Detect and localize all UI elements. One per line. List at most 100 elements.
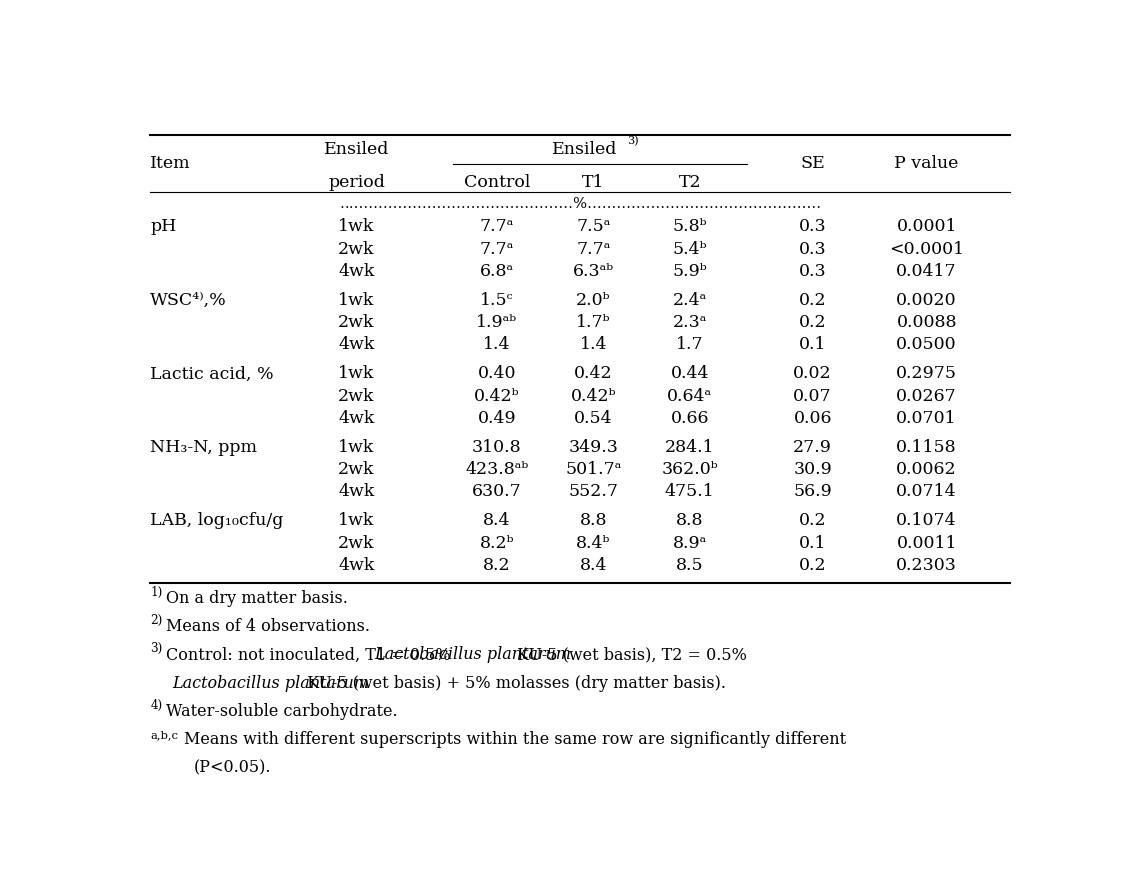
Text: 1.7ᵇ: 1.7ᵇ	[576, 314, 610, 331]
Text: 4wk: 4wk	[338, 336, 375, 353]
Text: 1wk: 1wk	[338, 218, 375, 236]
Text: 475.1: 475.1	[664, 484, 714, 500]
Text: 0.1158: 0.1158	[897, 439, 957, 456]
Text: 8.4: 8.4	[483, 512, 511, 529]
Text: 0.44: 0.44	[670, 365, 709, 383]
Text: 0.0714: 0.0714	[897, 484, 957, 500]
Text: T1: T1	[582, 173, 604, 191]
Text: 284.1: 284.1	[664, 439, 714, 456]
Text: 5.4ᵇ: 5.4ᵇ	[672, 241, 708, 258]
Text: 56.9: 56.9	[794, 484, 832, 500]
Text: 0.2: 0.2	[799, 292, 826, 309]
Text: T2: T2	[678, 173, 701, 191]
Text: 2wk: 2wk	[338, 314, 375, 331]
Text: 2.4ᵃ: 2.4ᵃ	[672, 292, 708, 309]
Text: 8.4ᵇ: 8.4ᵇ	[576, 534, 610, 552]
Text: 0.0020: 0.0020	[897, 292, 957, 309]
Text: 8.5: 8.5	[676, 557, 704, 574]
Text: 362.0ᵇ: 362.0ᵇ	[661, 461, 718, 478]
Text: a,b,c: a,b,c	[151, 730, 178, 740]
Text: 27.9: 27.9	[794, 439, 832, 456]
Text: Lactobacillus plantarum: Lactobacillus plantarum	[172, 675, 369, 692]
Text: 0.66: 0.66	[670, 410, 709, 427]
Text: Means with different superscripts within the same row are significantly differen: Means with different superscripts within…	[183, 731, 846, 748]
Text: 349.3: 349.3	[568, 439, 618, 456]
Text: ‥‥‥‥‥‥‥‥‥‥‥‥‥‥‥‥‥‥‥‥‥‥‥‥%‥‥‥‥‥‥‥‥‥‥‥‥‥‥‥‥‥‥‥‥‥‥‥‥: ‥‥‥‥‥‥‥‥‥‥‥‥‥‥‥‥‥‥‥‥‥‥‥‥%‥‥‥‥‥‥‥‥‥‥‥‥‥‥‥…	[340, 197, 821, 211]
Text: 0.40: 0.40	[478, 365, 516, 383]
Text: 0.0500: 0.0500	[897, 336, 957, 353]
Text: Ensiled: Ensiled	[551, 141, 617, 159]
Text: 8.4: 8.4	[580, 557, 607, 574]
Text: 1.7: 1.7	[676, 336, 704, 353]
Text: 7.7ᵃ: 7.7ᵃ	[480, 241, 514, 258]
Text: 0.0001: 0.0001	[897, 218, 957, 236]
Text: 0.07: 0.07	[794, 388, 832, 405]
Text: 2wk: 2wk	[338, 388, 375, 405]
Text: KU-5 (wet basis) + 5% molasses (dry matter basis).: KU-5 (wet basis) + 5% molasses (dry matt…	[302, 675, 726, 692]
Text: 4wk: 4wk	[338, 410, 375, 427]
Text: 1.4: 1.4	[580, 336, 607, 353]
Text: 30.9: 30.9	[794, 461, 832, 478]
Text: On a dry matter basis.: On a dry matter basis.	[165, 590, 348, 607]
Text: 0.2: 0.2	[799, 314, 826, 331]
Text: 0.0417: 0.0417	[897, 263, 957, 280]
Text: 501.7ᵃ: 501.7ᵃ	[565, 461, 621, 478]
Text: 1wk: 1wk	[338, 439, 375, 456]
Text: 2.0ᵇ: 2.0ᵇ	[576, 292, 610, 309]
Text: 2.3ᵃ: 2.3ᵃ	[672, 314, 708, 331]
Text: 5.9ᵇ: 5.9ᵇ	[672, 263, 708, 280]
Text: 3): 3)	[627, 137, 638, 146]
Text: 4wk: 4wk	[338, 557, 375, 574]
Text: 1): 1)	[151, 586, 163, 598]
Text: 3): 3)	[151, 642, 163, 655]
Text: 4): 4)	[151, 699, 163, 712]
Text: 6.8ᵃ: 6.8ᵃ	[480, 263, 514, 280]
Text: P value: P value	[894, 155, 959, 173]
Text: 1.5ᶜ: 1.5ᶜ	[480, 292, 514, 309]
Text: 0.54: 0.54	[574, 410, 612, 427]
Text: 7.7ᵃ: 7.7ᵃ	[480, 218, 514, 236]
Text: 8.2: 8.2	[483, 557, 511, 574]
Text: 1wk: 1wk	[338, 365, 375, 383]
Text: Ensiled: Ensiled	[324, 141, 389, 159]
Text: 0.2: 0.2	[799, 512, 826, 529]
Text: 0.2303: 0.2303	[897, 557, 958, 574]
Text: 0.3: 0.3	[799, 218, 826, 236]
Text: 5.8ᵇ: 5.8ᵇ	[672, 218, 708, 236]
Text: 1.9ᵃᵇ: 1.9ᵃᵇ	[477, 314, 517, 331]
Text: 0.3: 0.3	[799, 263, 826, 280]
Text: 0.0088: 0.0088	[897, 314, 957, 331]
Text: (P<0.05).: (P<0.05).	[195, 759, 272, 777]
Text: 2wk: 2wk	[338, 534, 375, 552]
Text: 0.42ᵇ: 0.42ᵇ	[571, 388, 616, 405]
Text: 0.0011: 0.0011	[897, 534, 957, 552]
Text: 4wk: 4wk	[338, 263, 375, 280]
Text: Lactic acid, %: Lactic acid, %	[151, 365, 274, 383]
Text: 8.9ᵃ: 8.9ᵃ	[672, 534, 708, 552]
Text: 0.1: 0.1	[799, 336, 826, 353]
Text: 2): 2)	[151, 614, 163, 627]
Text: 0.64ᵃ: 0.64ᵃ	[667, 388, 712, 405]
Text: 0.0701: 0.0701	[897, 410, 957, 427]
Text: 6.3ᵃᵇ: 6.3ᵃᵇ	[573, 263, 614, 280]
Text: NH₃-N, ppm: NH₃-N, ppm	[151, 439, 257, 456]
Text: 2wk: 2wk	[338, 461, 375, 478]
Text: 0.42: 0.42	[574, 365, 612, 383]
Text: 0.06: 0.06	[794, 410, 832, 427]
Text: 0.0267: 0.0267	[897, 388, 957, 405]
Text: 310.8: 310.8	[472, 439, 522, 456]
Text: 0.42ᵇ: 0.42ᵇ	[474, 388, 520, 405]
Text: 7.7ᵃ: 7.7ᵃ	[576, 241, 610, 258]
Text: 1wk: 1wk	[338, 292, 375, 309]
Text: 0.2975: 0.2975	[897, 365, 958, 383]
Text: 2wk: 2wk	[338, 241, 375, 258]
Text: 630.7: 630.7	[472, 484, 522, 500]
Text: 0.1074: 0.1074	[897, 512, 957, 529]
Text: Control: Control	[464, 173, 530, 191]
Text: Lactobacillus plantarum: Lactobacillus plantarum	[375, 646, 572, 663]
Text: 8.8: 8.8	[580, 512, 607, 529]
Text: 0.0062: 0.0062	[897, 461, 957, 478]
Text: SE: SE	[800, 155, 825, 173]
Text: WSC⁴⁾,%: WSC⁴⁾,%	[151, 292, 228, 309]
Text: KU-5 (wet basis), T2 = 0.5%: KU-5 (wet basis), T2 = 0.5%	[512, 646, 746, 663]
